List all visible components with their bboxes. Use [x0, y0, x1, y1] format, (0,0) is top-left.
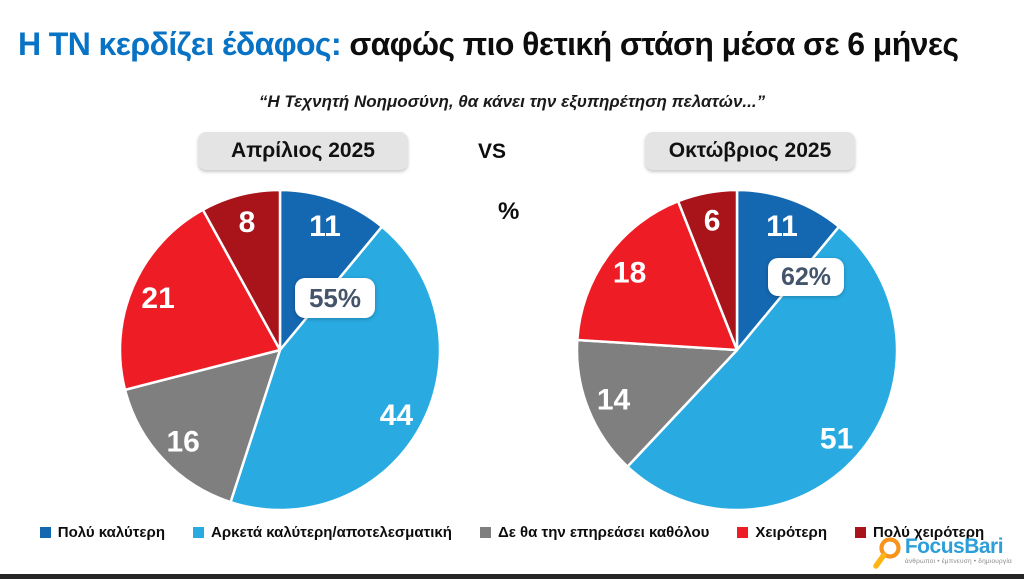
legend-swatch-icon [192, 527, 204, 538]
pie-slice [118, 208, 282, 392]
legend-label: Πολύ χειρότερη [873, 524, 985, 541]
percent-unit-label: % [498, 198, 520, 225]
pie-slice [575, 338, 739, 468]
legend-label: Πολύ καλύτερη [57, 524, 165, 541]
pie-slice-value: 11 [309, 210, 341, 243]
pie-slice-value: 16 [167, 426, 200, 459]
pie-slice-value: 11 [766, 210, 798, 243]
legend-item: Αρκετά καλύτερη/αποτελεσματική [192, 524, 452, 541]
legend-swatch-icon [737, 527, 749, 538]
legend-swatch-icon [39, 527, 51, 538]
pie-chart-april: 11 44 16 21 8 [118, 188, 442, 512]
pie-slice-value: 44 [380, 399, 414, 432]
pie-slice-value: 8 [239, 206, 256, 239]
pie-slice-value: 18 [613, 257, 646, 290]
pie-slice [626, 225, 899, 512]
focusbari-logo: FocusBari άνθρωποι • έμπνευση • δημιουργ… [871, 536, 1012, 577]
chart-legend: Πολύ καλύτερη Αρκετά καλύτερη/αποτελεσματ… [0, 524, 1024, 541]
pie-slice-value: 21 [141, 282, 174, 315]
legend-label: Χειρότερη [755, 524, 827, 541]
title-highlight: Η ΤΝ κερδίζει έδαφος: [18, 26, 342, 62]
pie-slice [229, 225, 442, 512]
brand-name: FocusBari [904, 535, 1004, 558]
period-label-april: Απρίλιος 2025 [198, 132, 408, 170]
legend-item: Πολύ καλύτερη [39, 524, 165, 541]
pie-slice [201, 188, 282, 352]
legend-item: Χειρότερη [737, 524, 827, 541]
legend-label: Αρκετά καλύτερη/αποτελεσματική [210, 524, 452, 541]
pie-slice [123, 348, 282, 504]
pie-slice [676, 188, 739, 352]
callout-total-april: 55% [295, 278, 375, 318]
magnifier-icon [871, 536, 903, 577]
bottom-divider-bar [0, 574, 1024, 579]
brand-tagline: άνθρωποι • έμπνευση • δημιουργία [904, 558, 1012, 565]
callout-total-october: 62% [768, 258, 844, 296]
vs-label: VS [478, 140, 507, 163]
period-label-october: Οκτώβριος 2025 [645, 132, 855, 170]
legend-label: Δε θα την επηρεάσει καθόλου [497, 524, 710, 541]
pie-chart-october: 11 51 14 18 6 [575, 188, 899, 512]
pie-slice [576, 199, 739, 352]
pie-slice-value: 6 [704, 204, 721, 237]
legend-swatch-icon [855, 527, 866, 538]
title-rest: σαφώς πιο θετική στάση μέσα σε 6 μήνες [341, 26, 959, 62]
pie-slice-value: 14 [597, 384, 631, 417]
legend-swatch-icon [479, 527, 491, 538]
pie-svg-october: 11 51 14 18 6 [575, 188, 899, 512]
pie-slice-value: 51 [820, 423, 853, 456]
legend-item: Πολύ χειρότερη [855, 524, 984, 541]
chart-subtitle: “Η Τεχνητή Νοημοσύνη, θα κάνει την εξυπη… [258, 92, 766, 111]
pie-svg-april: 11 44 16 21 8 [118, 188, 442, 512]
legend-item: Δε θα την επηρεάσει καθόλου [479, 524, 710, 541]
page-title: Η ΤΝ κερδίζει έδαφος: σαφώς πιο θετική σ… [18, 26, 959, 63]
